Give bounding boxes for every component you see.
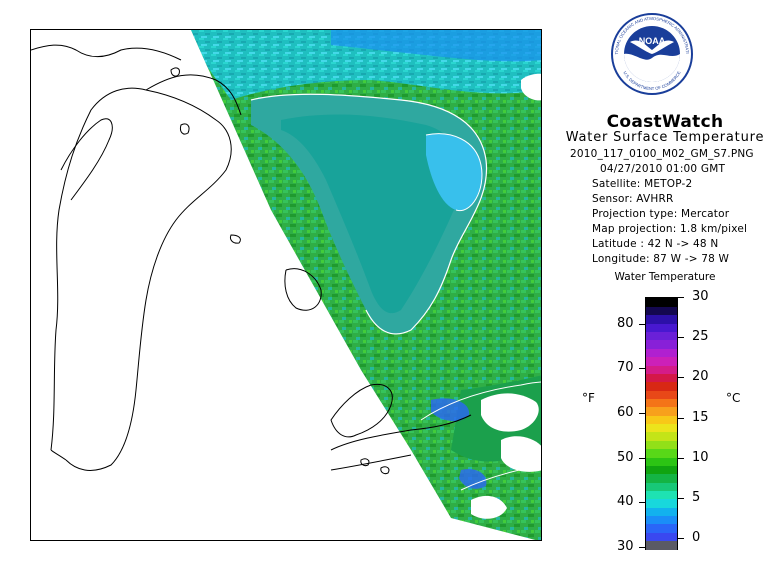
- colorbar-swatch: [646, 415, 677, 425]
- colorbar-swatch: [646, 423, 677, 433]
- swath-layer: [191, 30, 541, 540]
- colorbar-swatch: [646, 323, 677, 333]
- colorbar-swatch: [646, 314, 677, 324]
- colorbar-swatch: [646, 515, 677, 525]
- colorbar-swatch: [646, 390, 677, 399]
- colorbar-swatch: [646, 306, 677, 316]
- info-latitude: Latitude : 42 N -> 48 N: [592, 238, 719, 250]
- info-longitude: Longitude: 87 W -> 78 W: [592, 253, 730, 265]
- colorbar-swatch: [646, 456, 677, 466]
- celsius-tick: [678, 458, 684, 459]
- colorbar-swatch: [646, 540, 677, 550]
- colorbar-swatch: [646, 356, 677, 366]
- colorbar-swatch: [646, 465, 677, 475]
- colorbar-swatch: [646, 482, 677, 492]
- unit-celsius: °C: [726, 391, 741, 405]
- colorbar-swatch: [646, 473, 677, 483]
- colorbar-swatch: [646, 373, 677, 383]
- info-satellite: Satellite: METOP-2: [592, 178, 693, 190]
- colorbar-swatch: [646, 398, 677, 408]
- celsius-label: 5: [692, 490, 701, 505]
- temperature-colorbar: [645, 297, 678, 550]
- fahrenheit-tick: [639, 368, 645, 369]
- unit-fahrenheit: °F: [582, 391, 595, 405]
- info-map-projection: Map projection: 1.8 km/pixel: [592, 223, 748, 235]
- celsius-label: 0: [692, 530, 701, 545]
- celsius-tick: [678, 538, 684, 539]
- fahrenheit-label: 70: [617, 360, 634, 375]
- colorbar-swatch: [646, 339, 677, 349]
- fahrenheit-label: 40: [617, 494, 634, 509]
- colorbar-swatch: [646, 331, 677, 341]
- fahrenheit-tick: [639, 458, 645, 459]
- colorbar-swatch: [646, 406, 677, 416]
- colorbar-swatch: [646, 523, 677, 533]
- celsius-label: 10: [692, 450, 709, 465]
- colorbar-swatch: [646, 507, 677, 517]
- fahrenheit-tick: [639, 502, 645, 503]
- colorbar-swatch: [646, 448, 677, 458]
- celsius-label: 25: [692, 329, 709, 344]
- fahrenheit-label: 60: [617, 405, 634, 420]
- celsius-tick: [678, 418, 684, 419]
- info-panel: NOAA NATIONAL OCEANIC AND ATMOSPHERIC AD…: [548, 0, 782, 572]
- colorbar-swatch: [646, 532, 677, 542]
- colorbar-swatch: [646, 440, 677, 450]
- celsius-label: 15: [692, 410, 709, 425]
- colorbar-swatch: [646, 381, 677, 391]
- info-datetime: 04/27/2010 01:00 GMT: [600, 163, 726, 175]
- colorbar-swatch: [646, 364, 677, 374]
- fahrenheit-label: 80: [617, 316, 634, 331]
- product-title: CoastWatch: [606, 112, 724, 132]
- colorbar-swatch: [646, 431, 677, 441]
- coastline-layer: [31, 44, 541, 491]
- info-sensor: Sensor: AVHRR: [592, 193, 674, 205]
- celsius-label: 30: [692, 289, 709, 304]
- product-subtitle: Water Surface Temperature: [565, 130, 765, 145]
- colorbar-swatch: [646, 498, 677, 508]
- celsius-tick: [678, 337, 684, 338]
- fahrenheit-tick: [639, 324, 645, 325]
- celsius-tick: [678, 498, 684, 499]
- legend-title: Water Temperature: [614, 271, 716, 283]
- celsius-tick: [678, 377, 684, 378]
- colorbar-swatch: [646, 348, 677, 358]
- satellite-image: [31, 30, 541, 540]
- colorbar-swatch: [646, 298, 677, 307]
- celsius-label: 20: [692, 369, 709, 384]
- fahrenheit-tick: [639, 547, 645, 548]
- fahrenheit-tick: [639, 413, 645, 414]
- noaa-logo: NOAA NATIONAL OCEANIC AND ATMOSPHERIC AD…: [610, 12, 693, 95]
- fahrenheit-label: 30: [617, 539, 634, 554]
- fahrenheit-label: 50: [617, 450, 634, 465]
- celsius-tick: [678, 297, 684, 298]
- info-projection-type: Projection type: Mercator: [592, 208, 730, 220]
- map-view[interactable]: [30, 29, 542, 541]
- colorbar-swatch: [646, 490, 677, 500]
- info-filename: 2010_117_0100_M02_GM_S7.PNG: [570, 148, 754, 160]
- logo-text: NOAA: [639, 36, 666, 46]
